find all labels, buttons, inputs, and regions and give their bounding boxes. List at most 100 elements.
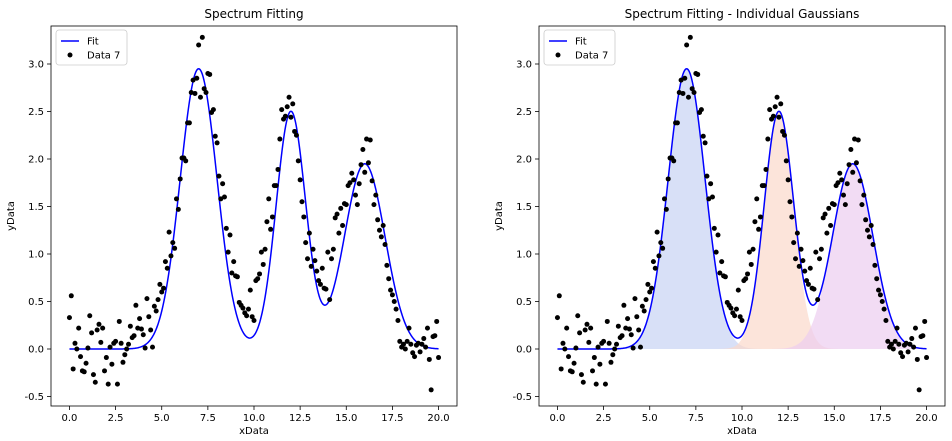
data-point [872,262,878,268]
data-point [722,274,728,280]
data-point [802,268,808,274]
data-point [434,318,440,324]
data-point [687,34,693,40]
data-point [391,299,397,304]
data-point [375,217,381,223]
data-point [602,381,608,387]
data-point [850,169,856,175]
data-point [194,75,200,81]
data-point [81,369,87,375]
data-point [207,71,213,77]
data-point [175,206,181,212]
data-point [571,360,577,366]
x-tick-label: 12.5 [777,413,799,424]
data-point [807,265,813,271]
data-point [150,344,155,350]
data-point [334,211,340,217]
data-point [229,270,235,276]
data-point [432,333,438,339]
data-point [212,133,218,139]
data-point [575,313,581,319]
data-point [234,274,240,280]
data-point [247,287,253,293]
data-point [220,181,226,187]
legend-box [543,29,616,66]
data-point [864,227,870,233]
data-point [848,147,854,152]
data-point [912,325,918,331]
data-point [554,315,560,321]
data-point [626,326,632,332]
y-tick-label: 1.0 [28,250,44,261]
data-point [404,338,410,344]
y-tick-label: 3.0 [516,60,532,71]
data-point [900,354,906,360]
data-point [682,75,688,81]
data-point [312,258,318,264]
data-point [588,325,594,331]
data-point [417,349,423,355]
data-point [159,289,165,295]
data-point [822,211,828,217]
data-point [100,325,106,331]
data-point [715,232,721,238]
y-tick-label: 0.0 [28,345,44,356]
data-point [689,86,695,92]
data-point [770,113,776,119]
data-point [789,214,795,220]
data-point [155,297,161,303]
y-tick-label: -0.5 [24,392,44,403]
x-tick-label: 20.0 [915,413,937,424]
data-point [767,107,773,113]
data-point [706,196,712,202]
data-point [774,94,780,100]
data-point [892,338,898,344]
data-point [102,368,108,374]
data-point [566,354,572,360]
data-point [262,246,268,252]
data-point [597,361,603,367]
data-point [815,297,821,303]
data-point [578,372,584,378]
legend: Fit Data 7 [55,29,128,66]
data-point [214,140,220,146]
data-point [127,323,133,329]
data-point [898,350,904,356]
y-tick-label: 2.0 [28,155,44,166]
data-point [916,387,922,393]
data-point [113,338,119,344]
data-point [861,192,867,198]
data-point [590,368,596,374]
data-point [126,341,132,347]
data-point [924,355,930,361]
data-point [621,302,627,308]
data-point [310,246,316,252]
data-point [870,242,876,247]
data-point [223,225,229,231]
data-point [791,240,797,246]
data-point [839,177,845,183]
data-point [663,206,669,212]
data-point [157,281,163,287]
data-point [319,265,325,271]
data-point [780,128,786,134]
data-point [362,169,368,175]
data-point [282,113,288,119]
data-point [641,308,647,314]
data-point [316,278,322,284]
panel-spectrum-fitting: 0.0 2.5 5.0 7.5 10.0 12.5 15.0 17.5 20.0 -0.5 0.0 0… [6,7,458,437]
data-point [284,104,290,110]
data-point [436,355,442,361]
data-point [105,381,111,387]
legend-data-label: Data 7 [575,51,608,62]
x-tick-label: 7.5 [200,413,216,424]
data-point [66,315,72,321]
data-point [426,356,432,362]
data-point [382,242,388,247]
data-point [914,356,920,362]
data-point [733,306,739,312]
data-point [227,232,233,238]
data-point [772,104,778,110]
data-point [89,330,95,336]
data-point [684,42,690,48]
